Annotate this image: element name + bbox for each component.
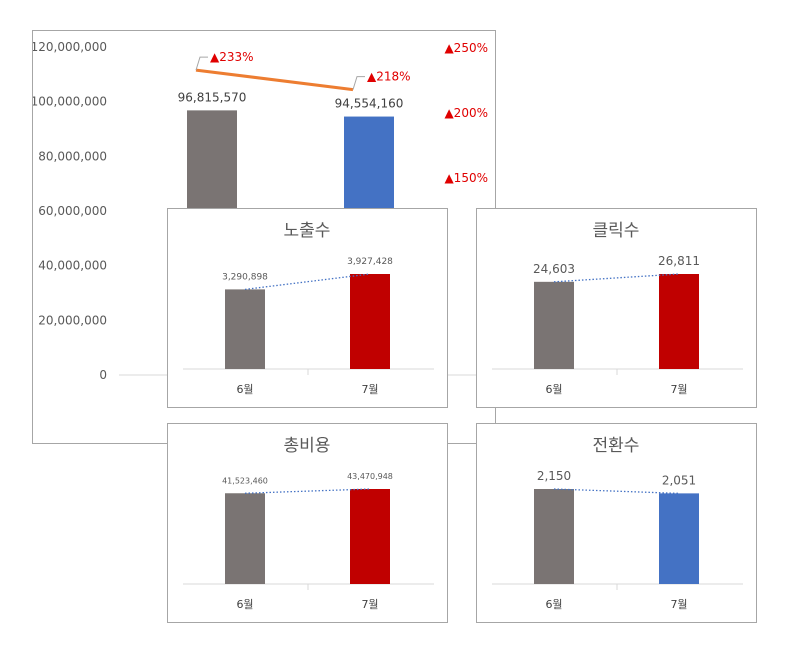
metric-bar-label: 24,603 <box>533 262 575 276</box>
metric-bar-label: 41,523,460 <box>222 476 268 485</box>
impressions-chart: 노출수 3,290,898 6월 3,927,428 7월 <box>167 208 448 408</box>
metric-bar <box>659 274 699 369</box>
impressions-chart-svg: 노출수 3,290,898 6월 3,927,428 7월 <box>183 221 434 396</box>
metric-bar-label: 43,470,948 <box>347 472 393 481</box>
metric-bar <box>534 489 574 584</box>
panel-title: 노출수 <box>284 221 331 241</box>
metric-bar <box>534 281 574 369</box>
metric-bar <box>350 489 390 584</box>
y-tick-label: 0 <box>99 368 107 382</box>
metric-bar <box>225 493 265 584</box>
y-tick-label: 20,000,000 <box>38 313 107 327</box>
revenue-bar-label: 94,554,160 <box>335 97 404 111</box>
metric-bar <box>225 289 265 369</box>
x-tick-label: 6월 <box>545 598 562 611</box>
x-tick-label: 7월 <box>361 598 378 611</box>
y-tick-label: 100,000,000 <box>33 95 107 109</box>
metric-bar <box>350 274 390 369</box>
y-tick-label: 60,000,000 <box>38 204 107 218</box>
x-tick-label: 6월 <box>545 383 562 396</box>
panel-title: 총비용 <box>284 436 331 456</box>
panel-title: 클릭수 <box>593 221 640 241</box>
revenue-bar-label: 96,815,570 <box>178 90 247 104</box>
y-tick-label: 120,000,000 <box>33 40 107 54</box>
x-tick-label: 7월 <box>670 383 687 396</box>
metric-bar-label: 3,290,898 <box>222 272 268 282</box>
y2-tick-label: ▲250% <box>444 41 488 55</box>
clicks-chart-svg: 클릭수 24,603 6월 26,811 7월 <box>492 221 743 396</box>
panel-title: 전환수 <box>593 436 640 456</box>
x-tick-label: 6월 <box>236 598 253 611</box>
conversions-chart: 전환수 2,150 6월 2,051 7월 <box>476 423 757 623</box>
metric-bar-label: 2,051 <box>662 473 696 487</box>
percent-label: ▲218% <box>367 70 411 84</box>
x-tick-label: 7월 <box>361 383 378 396</box>
metric-bar-label: 3,927,428 <box>347 257 393 267</box>
metric-bar-label: 26,811 <box>658 254 700 268</box>
x-tick-label: 7월 <box>670 598 687 611</box>
clicks-chart: 클릭수 24,603 6월 26,811 7월 <box>476 208 757 408</box>
percent-leader <box>352 76 365 90</box>
percent-leader <box>195 56 208 71</box>
total-cost-chart-svg: 총비용 41,523,460 6월 43,470,948 7월 <box>183 436 434 611</box>
metric-bar-label: 2,150 <box>537 469 571 483</box>
conversions-chart-svg: 전환수 2,150 6월 2,051 7월 <box>492 436 743 611</box>
metric-bar <box>659 493 699 584</box>
percent-line <box>195 68 354 92</box>
y-tick-label: 80,000,000 <box>38 149 107 163</box>
y2-tick-label: ▲150% <box>444 171 488 185</box>
y-tick-label: 40,000,000 <box>38 259 107 273</box>
total-cost-chart: 총비용 41,523,460 6월 43,470,948 7월 <box>167 423 448 623</box>
x-tick-label: 6월 <box>236 383 253 396</box>
y2-tick-label: ▲200% <box>444 106 488 120</box>
percent-label: ▲233% <box>210 50 254 64</box>
